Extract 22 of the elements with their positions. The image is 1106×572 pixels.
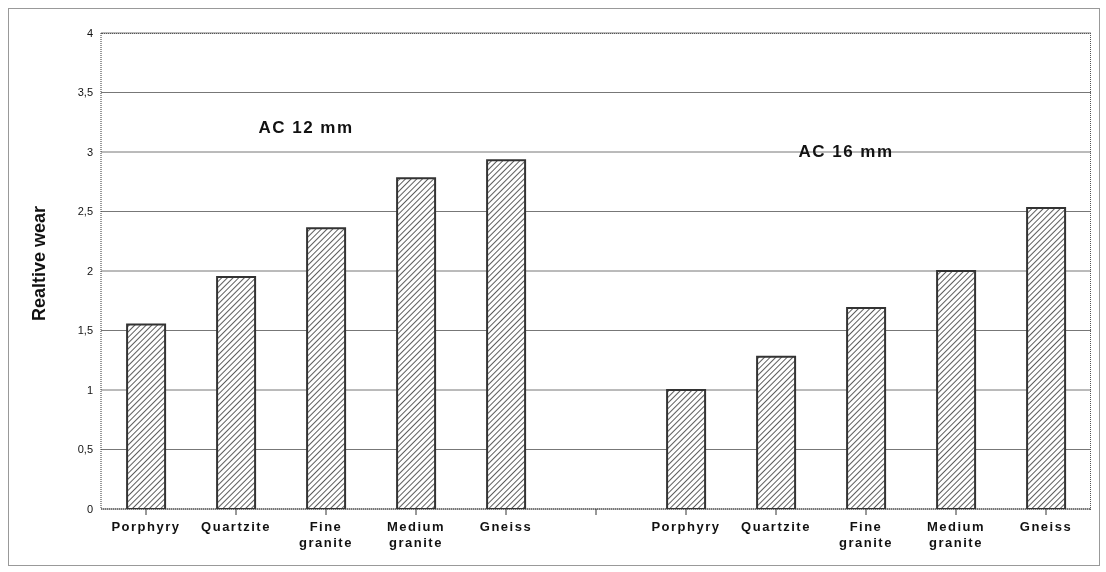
x-tick-label: Quartzite: [201, 519, 271, 534]
y-tick-label: 3: [86, 145, 93, 158]
x-tick-label: Gneiss: [479, 519, 533, 534]
annotation: AC 16 mm: [797, 142, 895, 162]
x-tick-label: Porphyry: [111, 519, 181, 534]
y-tick-label: 0,5: [77, 443, 93, 456]
x-tick-label: Fine granite: [299, 519, 353, 550]
y-tick-label: 1: [86, 383, 93, 396]
y-tick-label: 0: [86, 502, 93, 515]
y-tick-label: 1,5: [77, 324, 93, 337]
y-tick-label: 2: [86, 264, 93, 277]
x-tick-label: Fine granite: [839, 519, 893, 550]
x-tick-label: Medium granite: [386, 519, 446, 550]
y-tick-label: 3,5: [77, 86, 93, 99]
x-tick-label: Porphyry: [651, 519, 721, 534]
x-tick-label: Gneiss: [1019, 519, 1073, 534]
annotation: AC 12 mm: [257, 118, 355, 139]
x-tick-label: Quartzite: [741, 519, 811, 534]
y-axis-title: Realtive wear: [29, 205, 50, 321]
y-tick-label: 4: [86, 26, 93, 39]
x-tick-label: Medium granite: [926, 519, 986, 550]
y-tick-label: 2,5: [77, 205, 93, 218]
